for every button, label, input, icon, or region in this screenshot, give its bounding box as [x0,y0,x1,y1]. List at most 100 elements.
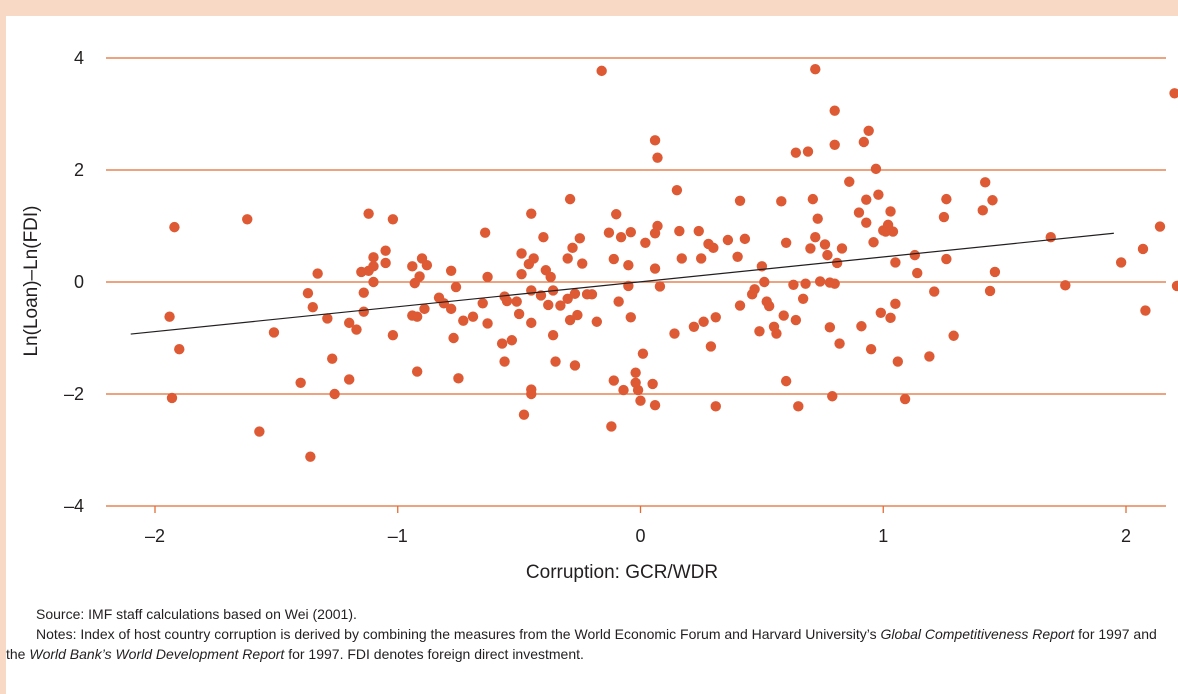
data-point [411,311,423,322]
data-point [526,388,537,400]
data-point [445,303,457,315]
data-point [635,395,646,406]
data-point [776,196,787,207]
data-point [989,266,1001,278]
data-point [351,324,362,335]
notes-middle: for 1997 and the [6,626,1157,662]
data-point [980,177,991,188]
data-point [467,311,479,322]
data-point [890,298,901,310]
data-point [574,233,586,244]
data-point [380,257,391,269]
data-point [812,213,823,224]
data-point [710,312,721,323]
y-tick-label: 2 [74,160,84,180]
data-point [363,208,374,219]
data-point [1140,305,1151,316]
y-tick-label: 4 [74,48,84,68]
data-point [941,253,952,265]
data-point [885,206,896,217]
data-point [987,195,998,206]
data-point [890,257,901,268]
data-point [802,146,814,157]
notes-prefix: Notes: Index of host country corruption … [36,626,881,642]
data-point [754,326,765,337]
data-point [615,232,627,243]
data-point [387,214,399,225]
data-point [596,65,607,77]
data-point [453,373,464,384]
data-point [448,332,459,344]
data-point [450,281,462,293]
report-title-wdr: World Bank’s World Development Report [29,646,285,662]
data-point [844,176,855,187]
notes-text: Notes: Index of host country corruption … [6,624,1166,664]
data-point [814,276,826,287]
data-point [739,233,751,245]
data-point [562,293,573,304]
data-point [511,296,522,307]
y-tick-label: 0 [74,272,84,292]
data-point [649,135,661,146]
data-point [710,401,721,412]
data-point [824,322,836,333]
data-point [861,194,872,205]
data-point [708,242,719,254]
data-point [618,384,629,396]
data-point [305,451,316,462]
data-point [496,338,508,349]
data-point [538,232,549,243]
data-point [312,268,323,279]
gridlines [106,57,1166,395]
data-point [411,366,423,377]
data-point [611,209,622,220]
y-tick-label: –2 [64,384,84,404]
data-point [506,335,518,346]
data-point [1137,243,1149,255]
y-axis-title: Ln(Loan)–Ln(FDI) [21,205,42,356]
data-point [567,242,578,254]
data-point [1060,280,1071,291]
data-point [800,278,811,289]
data-point [526,208,537,219]
data-point [254,426,265,437]
data-point [649,400,661,411]
data-point [501,295,513,307]
data-point [526,317,537,329]
source-note: Source: IMF staff calculations based on … [36,606,357,622]
data-point [909,249,921,261]
data-point [166,392,178,404]
data-point [819,239,831,250]
data-point [870,163,882,175]
data-point [805,243,816,254]
data-point [676,253,687,264]
data-point [797,293,809,304]
data-point [924,351,935,362]
y-tick-label: –4 [64,496,84,516]
data-point [836,243,848,254]
figure-panel: –2 –1 0 1 2 –4 –2 0 2 4 Corruption: GCR/WDR Ln(L… [6,16,1178,694]
data-point [693,225,704,237]
data-point [788,279,799,290]
data-point [771,328,782,339]
data-point [550,356,561,367]
data-point [671,184,683,196]
data-point [649,263,661,274]
data-point [652,220,663,232]
data-point [586,289,598,300]
data-point [887,226,899,237]
data-point [827,391,838,402]
data-point [647,378,658,390]
data-point [674,225,685,237]
data-point [790,147,802,158]
x-axis-title: Corruption: GCR/WDR [526,562,718,583]
data-point [169,221,180,233]
data-point [669,328,680,339]
data-point [977,205,988,216]
figure-notes: Source: IMF staff calculations based on … [6,604,1166,664]
data-point [873,189,884,200]
data-point [516,248,527,259]
data-point [545,271,556,283]
data-point [555,300,566,311]
y-axis: –4 –2 0 2 4 [64,48,84,516]
